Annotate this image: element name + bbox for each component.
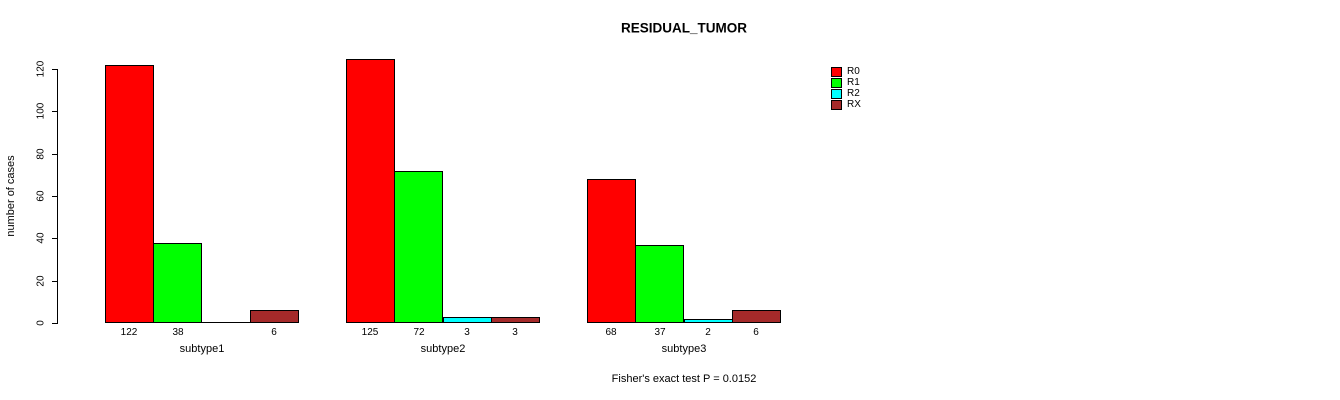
y-axis-label: number of cases: [5, 155, 17, 237]
legend-item-R2: R2: [831, 88, 861, 99]
y-tick-label: 80: [35, 148, 47, 160]
bar-value-label: 6: [753, 327, 759, 338]
legend-item-R1: R1: [831, 77, 861, 88]
y-tick-label: 20: [35, 275, 47, 287]
y-tick-label: 120: [35, 60, 47, 78]
legend-item-RX: RX: [831, 99, 861, 110]
bar-R2-subtype1: [202, 322, 251, 323]
legend-item-R0: R0: [831, 66, 861, 77]
category-label: subtype2: [420, 343, 466, 355]
bar-value-label: 3: [512, 327, 518, 338]
legend-swatch-RX: [831, 99, 842, 110]
bar-R0-subtype1: [105, 65, 154, 323]
y-tick: [52, 323, 58, 324]
bar-RX-subtype3: [732, 310, 781, 323]
bar-R1-subtype1: [153, 243, 202, 323]
annotation-text: Fisher's exact test P = 0.0152: [611, 373, 757, 385]
bar-value-label: 3: [464, 327, 470, 338]
y-tick: [52, 69, 58, 70]
y-tick: [52, 238, 58, 239]
y-tick-label: 60: [35, 190, 47, 202]
y-tick-label: 40: [35, 232, 47, 244]
bar-R2-subtype3: [684, 319, 733, 323]
bar-value-label: 6: [271, 327, 277, 338]
y-tick-label: 0: [35, 320, 47, 326]
bar-value-label: 122: [120, 327, 138, 338]
bar-R2-subtype2: [443, 317, 492, 323]
legend-swatch-R2: [831, 88, 842, 99]
bar-value-label: 37: [654, 327, 666, 338]
category-label: subtype1: [179, 343, 225, 355]
bar-R1-subtype2: [394, 171, 443, 323]
bar-value-label: 125: [361, 327, 379, 338]
bar-R1-subtype3: [635, 245, 684, 323]
chart-title: RESIDUAL_TUMOR: [620, 20, 748, 36]
y-tick: [52, 111, 58, 112]
bar-RX-subtype2: [491, 317, 540, 323]
legend: R0 R1 R2 RX: [831, 66, 861, 110]
legend-label: R2: [847, 88, 860, 99]
legend-label: R1: [847, 77, 860, 88]
legend-swatch-R0: [831, 66, 842, 77]
legend-label: RX: [847, 99, 861, 110]
y-tick-label: 100: [35, 102, 47, 120]
category-label: subtype3: [661, 343, 707, 355]
y-tick: [52, 196, 58, 197]
bar-R0-subtype3: [587, 179, 636, 323]
bar-value-label: 68: [605, 327, 617, 338]
bar-value-label: 38: [172, 327, 184, 338]
bar-R0-subtype2: [346, 59, 395, 323]
y-tick: [52, 281, 58, 282]
legend-label: R0: [847, 66, 860, 77]
legend-swatch-R1: [831, 77, 842, 88]
bar-value-label: 72: [413, 327, 425, 338]
y-tick: [52, 154, 58, 155]
bar-value-label: 2: [705, 327, 711, 338]
bar-RX-subtype1: [250, 310, 299, 323]
